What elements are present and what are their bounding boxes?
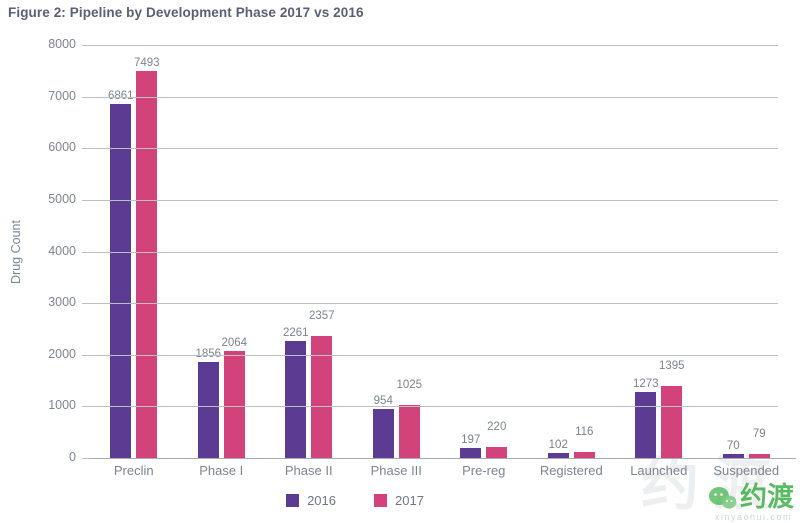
value-label: 1025: [396, 379, 423, 392]
bar-group-pre-reg: 197 220: [440, 45, 528, 458]
value-label: 2357: [308, 310, 335, 323]
y-tick-label: 3000: [48, 295, 76, 310]
y-tick-label: 5000: [48, 191, 76, 206]
x-label-pre-reg: Pre-reg: [462, 463, 506, 478]
y-tick-label: 8000: [48, 37, 76, 51]
y-axis-title: Drug Count: [9, 220, 23, 284]
chart-title: Figure 2: Pipeline by Development Phase …: [8, 5, 364, 20]
bar-group-launched: 1273 1395: [615, 45, 703, 458]
y-tick: [82, 303, 90, 305]
y-tick: [82, 251, 90, 253]
x-axis-labels: Preclin Phase I Phase II Phase III Pre-reg Re…: [90, 463, 790, 478]
gridline: [90, 148, 778, 150]
bar-2016-pre-reg: 197: [460, 434, 482, 458]
value-label: 70: [726, 440, 740, 453]
value-label: 7493: [133, 57, 160, 70]
bar-group-phase-iii: 954 1025: [353, 45, 441, 458]
y-tick-label: 0: [69, 450, 76, 464]
y-tick: [82, 96, 90, 98]
x-label-phase-ii: Phase II: [284, 463, 333, 478]
y-tick-label: 1000: [48, 398, 76, 413]
bar-group-registered: 102 116: [528, 45, 616, 458]
x-label-suspended: Suspended: [713, 463, 780, 478]
gridline: [90, 96, 778, 98]
legend-item-2017: 2017: [374, 493, 424, 508]
value-label: 1856: [195, 348, 221, 360]
value-label: 116: [575, 426, 594, 439]
x-label-launched: Launched: [630, 463, 688, 478]
bar-2016-phase-i: 1856: [195, 348, 221, 458]
value-label: 954: [373, 394, 393, 407]
x-label-registered: Registered: [539, 463, 603, 478]
gridline: [90, 45, 778, 46]
value-label: 197: [461, 433, 481, 446]
y-tick: [82, 148, 90, 150]
gridline: [90, 199, 778, 201]
gridline: [90, 303, 778, 305]
brand-watermark-subtext: xinyaohui.com: [714, 512, 792, 522]
value-label: 220: [487, 420, 507, 433]
gridline: [90, 354, 778, 356]
bar-2016-phase-ii: 2261: [283, 327, 309, 458]
x-label-phase-i: Phase I: [199, 463, 244, 478]
bar-2016-phase-iii: 954: [372, 395, 394, 458]
y-tick-label: 4000: [48, 243, 76, 258]
bar-group-suspended: 70 79: [703, 45, 791, 458]
y-tick: [82, 45, 90, 46]
y-tick-label: 7000: [48, 88, 76, 103]
bar-group-preclin: 6861 7493: [90, 45, 178, 458]
bar-2017-phase-iii: 1025: [396, 379, 422, 458]
y-tick: [82, 199, 90, 201]
x-label-phase-iii: Phase III: [370, 463, 422, 478]
bar-2017-pre-reg: 220: [486, 421, 508, 458]
y-tick: [82, 406, 90, 408]
brand-watermark: 约渡: [708, 484, 794, 511]
legend-label-2016: 2016: [307, 493, 336, 508]
y-tick: [82, 458, 90, 459]
bar-2016-preclin: 6861: [108, 90, 134, 458]
bar-group-phase-ii: 2261 2357: [265, 45, 353, 458]
value-label: 102: [548, 438, 568, 451]
bar-2017-preclin: 7493: [134, 57, 160, 458]
bar-2017-launched: 1395: [659, 360, 685, 458]
y-tick: [82, 354, 90, 356]
value-label: 2261: [282, 327, 309, 340]
bar-2017-suspended: 79: [748, 428, 770, 458]
value-label: 1273: [632, 378, 659, 391]
value-label: 2064: [221, 337, 248, 350]
value-label: 79: [752, 427, 766, 440]
y-tick-label: 6000: [48, 140, 76, 155]
bar-2016-launched: 1273: [633, 378, 659, 458]
bar-group-phase-i: 18562064: [178, 45, 266, 458]
brand-watermark-text: 约渡: [740, 482, 794, 512]
legend: 2016 2017: [0, 493, 755, 508]
legend-swatch-2017: [374, 494, 387, 507]
legend-item-2016: 2016: [286, 493, 336, 508]
bar-2017-phase-ii: 2357: [309, 310, 335, 458]
value-label: 1395: [658, 359, 685, 372]
bar-2017-phase-i: 2064: [221, 337, 247, 458]
gridline: [90, 251, 778, 253]
legend-swatch-2016: [286, 494, 300, 507]
brand-logo-icon: [708, 485, 738, 511]
value-label: 6861: [108, 90, 134, 102]
y-tick-label: 2000: [48, 346, 76, 361]
bar-2016-suspended: 70: [722, 440, 744, 458]
x-label-preclin: Preclin: [113, 463, 154, 478]
bar-2016-registered: 102: [547, 439, 569, 458]
legend-label-2017: 2017: [395, 493, 424, 508]
gridline: [90, 406, 778, 408]
bar-2017-registered: 116: [573, 426, 595, 458]
x-axis-line: [90, 458, 796, 459]
